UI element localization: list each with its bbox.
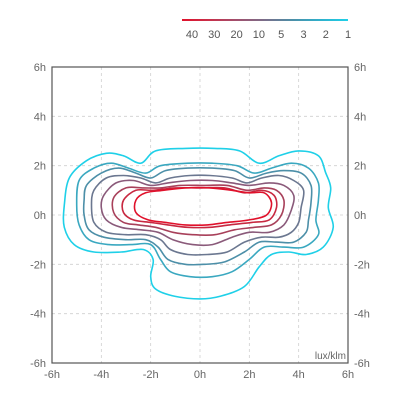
contour-line-20: [111, 184, 285, 237]
x-axis: -6h -4h -2h 0h 2h 4h 6h: [44, 369, 354, 381]
legend: 40 30 20 10 5 3 2 1: [182, 19, 351, 41]
y-tick-label-right: 6h: [354, 62, 366, 74]
y-tick-label-left: 4h: [34, 111, 46, 123]
legend-label: 30: [208, 29, 220, 41]
x-tick-label: 6h: [342, 369, 354, 381]
x-tick-label: -6h: [44, 369, 60, 381]
plot-frame: [51, 66, 349, 364]
y-tick-label-right: -6h: [354, 358, 370, 370]
legend-gradient-bar: [182, 19, 348, 21]
y-tick-label-right: 2h: [354, 161, 366, 173]
x-tick-label: -4h: [93, 369, 109, 381]
legend-label: 1: [345, 29, 351, 41]
legend-label: 40: [186, 29, 198, 41]
x-tick-label: 2h: [243, 369, 255, 381]
contour-line-3: [82, 167, 313, 266]
y-tick-label-left: -2h: [30, 259, 46, 271]
legend-label: 20: [230, 29, 242, 41]
x-tick-label: -2h: [143, 369, 159, 381]
y-axis-right: 6h 4h 2h 0h -2h -4h -6h: [354, 62, 370, 370]
y-tick-label-left: 6h: [34, 62, 46, 74]
contour-line-10: [100, 179, 295, 247]
y-tick-label-left: -4h: [30, 309, 46, 321]
contour-line-2: [75, 162, 321, 279]
legend-label: 10: [253, 29, 265, 41]
legend-label: 3: [300, 29, 306, 41]
y-tick-label-left: -6h: [30, 358, 46, 370]
y-tick-label-left: 0h: [34, 210, 46, 222]
x-tick-label: 0h: [194, 369, 206, 381]
y-tick-label-left: 2h: [34, 161, 46, 173]
x-tick-label: 4h: [293, 369, 305, 381]
y-tick-label-right: 4h: [354, 111, 366, 123]
y-tick-label-right: -2h: [354, 259, 370, 271]
y-axis-left: 6h 4h 2h 0h -2h -4h -6h: [30, 62, 46, 370]
contour-line-1: [62, 147, 335, 300]
plot-area: [51, 66, 349, 364]
unit-label: lux/klm: [315, 351, 346, 362]
y-tick-label-right: -4h: [354, 309, 370, 321]
y-tick-label-right: 0h: [354, 210, 366, 222]
contour-line-5: [90, 174, 305, 256]
legend-label: 5: [278, 29, 284, 41]
legend-label: 2: [323, 29, 329, 41]
contour-line-40: [133, 186, 273, 226]
